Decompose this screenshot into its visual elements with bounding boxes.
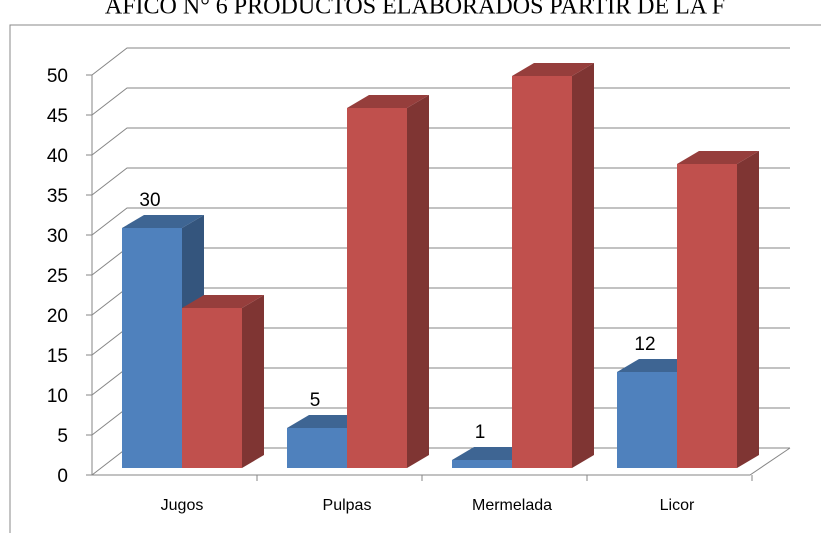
bar-face <box>182 308 242 468</box>
bar-face <box>737 151 759 468</box>
bar-face <box>242 295 264 468</box>
bar <box>182 295 264 468</box>
chart-title: ÁFICO N° 6 PRODUCTOS ELABORADOS PARTIR D… <box>105 0 725 20</box>
data-label: 30 <box>139 190 160 211</box>
y-tick-label: 0 <box>57 466 68 487</box>
bar-face <box>407 95 429 468</box>
data-label: 12 <box>634 334 655 355</box>
y-tick-label: 15 <box>47 346 68 367</box>
x-tick-label: Mermelada <box>472 497 552 514</box>
y-tick-label: 10 <box>47 386 68 407</box>
bar-face <box>347 108 407 468</box>
y-tick-label: 35 <box>47 186 68 207</box>
chart-border <box>9 24 821 533</box>
bar-face <box>182 295 264 308</box>
y-tick-label: 20 <box>47 306 68 327</box>
y-tick-label: 5 <box>57 426 68 447</box>
floor-edge <box>92 447 791 476</box>
y-tick-label: 50 <box>47 66 68 87</box>
bar-face <box>122 228 182 468</box>
bar-face <box>617 372 677 468</box>
x-tick-label: Jugos <box>161 497 204 514</box>
bar-face <box>287 428 347 468</box>
y-tick-label: 40 <box>47 146 68 167</box>
grid-line <box>91 87 790 116</box>
bar <box>347 95 429 468</box>
grid-line <box>91 127 790 156</box>
bar-face <box>122 215 204 228</box>
y-tick-label: 30 <box>47 226 68 247</box>
bar-face <box>512 63 594 76</box>
data-label: 5 <box>310 390 321 411</box>
grid-line <box>91 47 790 76</box>
bar-face <box>347 95 429 108</box>
bar <box>512 63 594 468</box>
y-tick-label: 45 <box>47 106 68 127</box>
bar-face <box>677 164 737 468</box>
data-label: 1 <box>475 422 486 443</box>
x-tick-label: Pulpas <box>323 497 372 514</box>
bar-face <box>677 151 759 164</box>
x-tick-label: Licor <box>660 497 695 514</box>
bar <box>677 151 759 468</box>
y-tick-label: 25 <box>47 266 68 287</box>
bar-face <box>452 460 512 468</box>
bar-face <box>512 76 572 468</box>
bar-face <box>572 63 594 468</box>
